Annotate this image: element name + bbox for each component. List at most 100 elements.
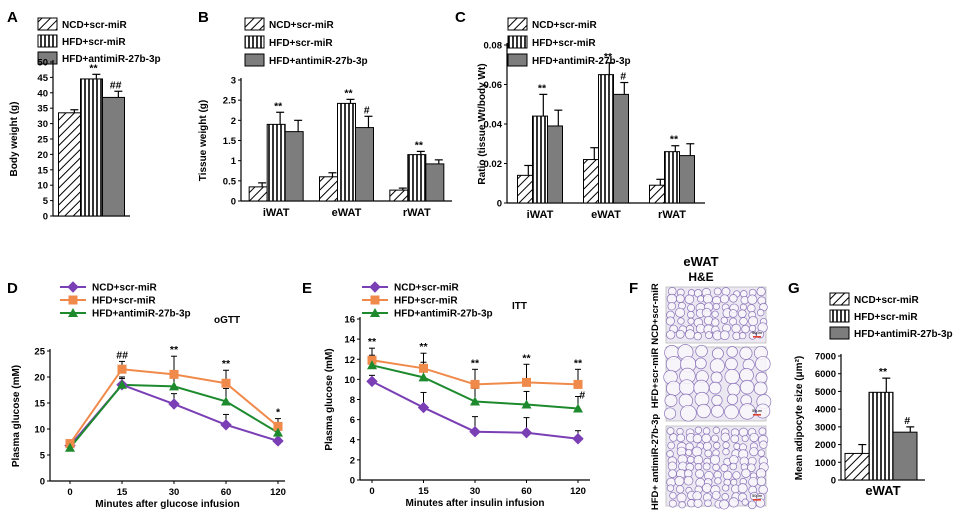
significance-mark: ** — [538, 82, 547, 94]
panel-label: B — [198, 9, 209, 26]
panel-label: G — [788, 280, 800, 297]
point-marker — [169, 381, 179, 391]
adipocyte-cell — [741, 434, 749, 443]
adipocyte-cell — [693, 498, 703, 508]
adipocyte-cell — [687, 304, 696, 312]
scale-bar-label: 50μm — [752, 493, 763, 498]
bar — [547, 125, 563, 204]
y-tick-label: 0.06 — [484, 80, 503, 91]
significance-mark: ** — [471, 357, 480, 369]
point-marker — [221, 378, 231, 388]
adipocyte-cell — [737, 483, 748, 494]
bar — [102, 96, 125, 217]
bar — [266, 123, 286, 202]
y-tick-label: 3 — [231, 76, 236, 87]
adipocyte-cell — [722, 441, 730, 449]
y-tick-label: 0 — [350, 476, 355, 487]
x-tick-label: 120 — [570, 486, 586, 497]
adipocyte-cell — [721, 287, 731, 296]
bar — [319, 176, 338, 202]
adipocyte-cell — [702, 427, 711, 435]
adipocyte-cell — [663, 407, 677, 420]
legend-label: HFD+antimiR-27b-3p — [92, 309, 191, 320]
adipocyte-cell — [739, 303, 747, 311]
adipocyte-cell — [732, 471, 741, 480]
legend-swatch — [829, 326, 850, 340]
panel-f-label: F — [629, 280, 638, 297]
adipocyte-cell — [714, 477, 722, 485]
point-marker — [68, 308, 78, 317]
x-tick-label: 60 — [521, 486, 532, 497]
panel-f-histology: F eWAT H&E 50μm 50μm 50μm NCD+scr-miR HFD+… — [629, 254, 772, 510]
y-tick-label: 0 — [40, 477, 45, 488]
adipocyte-cell — [730, 434, 740, 444]
y-tick-label: 15 — [34, 399, 45, 410]
adipocyte-cell — [739, 379, 755, 395]
point-marker — [469, 425, 481, 438]
adipocyte-cell — [684, 294, 695, 305]
scale-bar — [753, 336, 761, 338]
adipocyte-cell — [667, 441, 676, 450]
category-label: rWAT — [403, 207, 431, 219]
adipocyte-cell — [739, 403, 756, 420]
adipocyte-cell — [739, 332, 747, 340]
legend-swatch — [244, 17, 265, 31]
legend-label: NCD+scr-miR — [854, 295, 920, 306]
point-marker — [470, 379, 480, 389]
y-tick-label: 3000 — [815, 422, 836, 433]
adipocyte-cell — [712, 426, 720, 434]
adipocyte-cell — [711, 318, 720, 327]
legend-swatch — [829, 309, 850, 323]
adipocyte-cell — [756, 286, 766, 297]
adipocyte-cell — [708, 381, 722, 395]
adipocyte-cell — [724, 368, 740, 385]
bar — [844, 452, 870, 481]
adipocyte-cell — [680, 404, 697, 422]
adipocyte-cell — [695, 344, 708, 358]
y-axis-label: Tissue weight (g) — [198, 100, 209, 182]
bar — [613, 93, 629, 204]
x-axis-label: Minutes after glucose infusion — [95, 499, 239, 510]
y-tick-label: 35 — [37, 104, 48, 115]
stain-label: H&E — [688, 270, 713, 284]
y-tick-label: 7000 — [815, 352, 836, 363]
adipocyte-cell — [694, 463, 703, 471]
significance-mark: # — [364, 104, 370, 116]
adipocyte-cell — [755, 356, 771, 372]
y-tick-label: 0.02 — [484, 159, 503, 170]
adipocyte-cell — [675, 485, 685, 494]
significance-mark: ** — [89, 62, 98, 74]
y-tick-label: 0.08 — [484, 41, 503, 52]
legend-swatch — [507, 17, 528, 31]
significance-mark: # — [579, 390, 585, 402]
legend: NCD+scr-miR HFD+scr-miR HFD+antimiR-27b-3p — [362, 281, 493, 320]
panel-label: C — [455, 9, 466, 26]
adipocyte-cell — [702, 293, 713, 304]
adipocyte-cell — [691, 446, 703, 457]
histology-row-label-hfd: HFD+scr-miR — [650, 348, 661, 409]
y-tick-label: 16 — [344, 315, 355, 326]
legend: NCD+scr-miR HFD+scr-miR HFD+antimiR-27b-3p — [507, 17, 631, 67]
legend-label: HFD+scr-miR — [394, 296, 458, 307]
legend-label: HFD+antimiR-27b-3p — [62, 54, 161, 65]
adipocyte-cell — [719, 330, 730, 341]
adipocyte-cell — [749, 432, 759, 443]
bar — [337, 102, 356, 202]
significance-mark: ** — [170, 344, 179, 356]
point-marker — [367, 360, 377, 370]
x-tick-label: 15 — [117, 487, 128, 498]
adipocyte-cell — [667, 301, 676, 311]
y-tick-label: 2.5 — [223, 96, 237, 107]
chart-title: ITT — [512, 301, 527, 312]
bar — [284, 131, 304, 202]
point-marker — [573, 403, 583, 413]
adipocyte-cell — [738, 427, 749, 437]
adipocyte-cell — [693, 332, 702, 341]
adipocyte-cell — [739, 346, 753, 360]
bar — [868, 391, 894, 481]
legend-swatch — [37, 17, 58, 31]
adipocyte-cell — [733, 442, 741, 450]
point-marker — [117, 364, 127, 374]
legend: NCD+scr-miR HFD+scr-miR HFD+antimiR-27b-3p — [60, 281, 191, 320]
